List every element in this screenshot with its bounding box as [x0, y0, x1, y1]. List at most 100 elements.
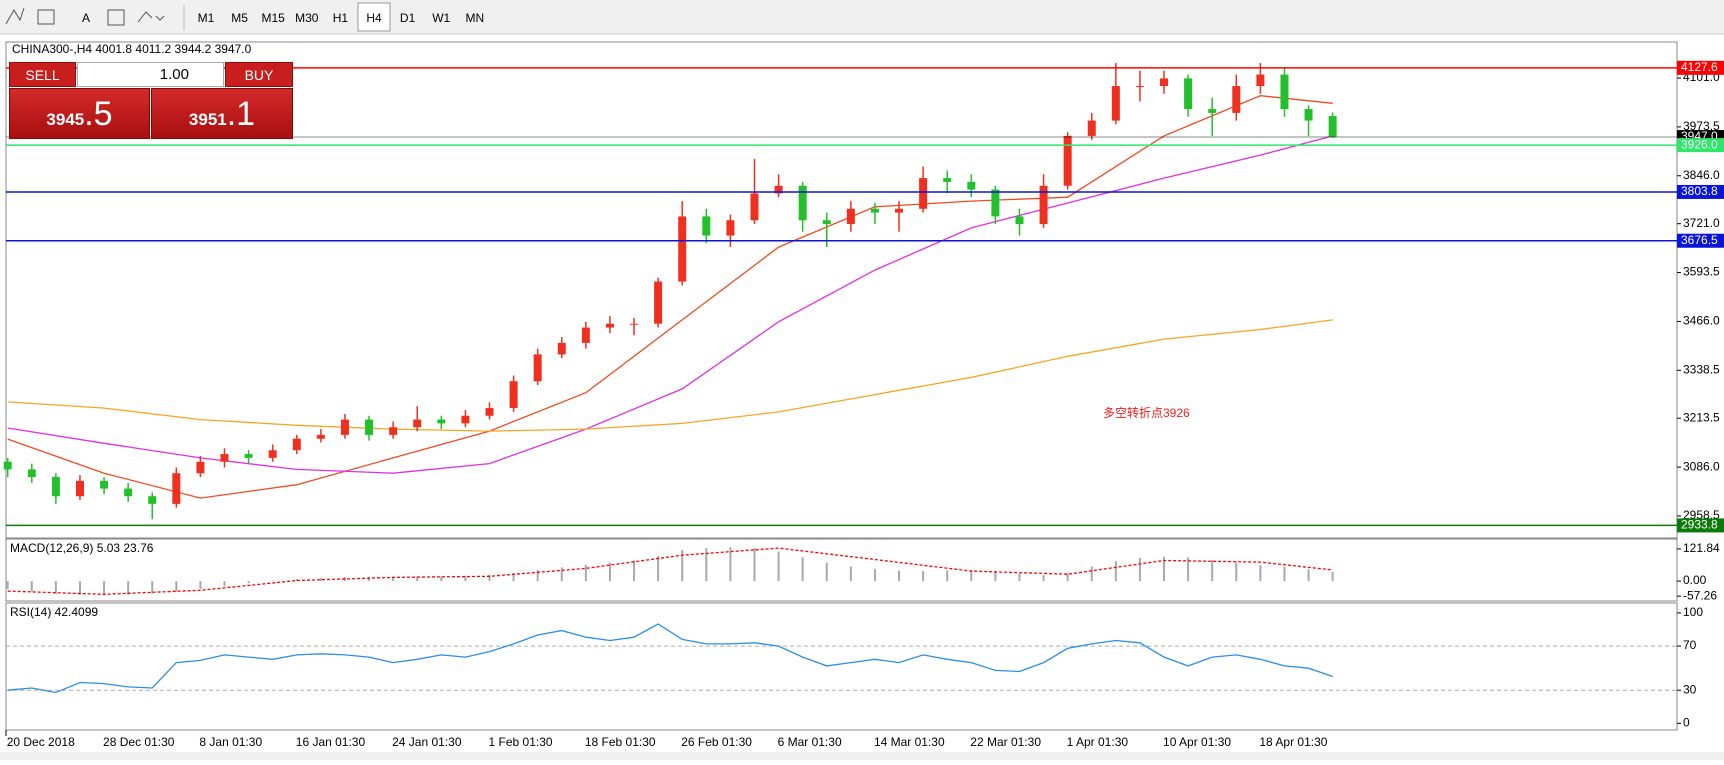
timeframe-button[interactable]: M30: [295, 11, 319, 25]
trade-ticket: SELL 1.00 BUY 3945.5 3951.1: [9, 62, 293, 139]
panel-title: CHINA300-,H4 4001.8 4011.2 3944.2 3947.0: [12, 42, 252, 56]
buy-button[interactable]: BUY: [225, 62, 293, 87]
candle-body: [895, 208, 904, 213]
timeframe-button[interactable]: M15: [262, 11, 286, 25]
x-tick-label: 1 Apr 01:30: [1067, 735, 1129, 749]
candle-body: [461, 415, 470, 424]
candle-body: [1160, 78, 1169, 87]
tool-icons: [5, 7, 165, 26]
candle-body: [1063, 135, 1072, 186]
x-tick-label: 10 Apr 01:30: [1163, 735, 1231, 749]
candle-body: [919, 178, 928, 209]
candle-body: [1184, 78, 1193, 110]
text-tool[interactable]: A: [82, 11, 90, 25]
icon-label[interactable]: [107, 9, 125, 26]
candle-body: [533, 354, 542, 382]
timeframe-button[interactable]: D1: [400, 11, 416, 25]
icon-grid[interactable]: [37, 9, 55, 25]
candle-body: [581, 327, 590, 343]
candle-body: [774, 185, 783, 194]
moving-average: [7, 95, 1333, 499]
candle-body: [870, 208, 879, 213]
moving-average: [7, 319, 1333, 432]
y-tick-label: 3846.0: [1683, 168, 1720, 182]
rsi-line: [7, 623, 1333, 694]
timeframe-button[interactable]: M5: [231, 11, 248, 25]
candle-body: [822, 220, 831, 225]
timeframe-button[interactable]: MN: [465, 11, 484, 25]
icon-lines[interactable]: [5, 7, 25, 25]
x-tick-label: 14 Mar 01:30: [874, 735, 945, 749]
candle-body: [100, 480, 109, 489]
candle-body: [1256, 74, 1265, 87]
level-label-bg: [1677, 233, 1724, 248]
candle-body: [750, 193, 759, 221]
candle-body: [124, 488, 133, 497]
y-tick-label: 3721.0: [1683, 216, 1720, 230]
x-tick-label: 18 Feb 01:30: [585, 735, 656, 749]
rsi-panel: [5, 602, 1678, 731]
level-label-bg: [1677, 60, 1724, 75]
buy-price[interactable]: 3951.1: [151, 88, 293, 139]
y-tick-label: 100: [1683, 605, 1703, 619]
y-tick-label: 3466.0: [1683, 314, 1720, 328]
y-tick-label: 3213.5: [1683, 410, 1720, 424]
candle-body: [605, 323, 614, 328]
panel-title: MACD(12,26,9) 5.03 23.76: [10, 541, 154, 555]
main-panel: [5, 41, 1678, 539]
level-label: 4127.6: [1681, 60, 1718, 74]
candle-body: [196, 461, 205, 474]
candle-body: [1280, 74, 1289, 110]
level-label: 3803.8: [1681, 184, 1718, 198]
sell-price-main: 3945: [46, 110, 85, 129]
x-tick-label: 6 Mar 01:30: [778, 735, 842, 749]
x-tick-label: 28 Dec 01:30: [103, 735, 175, 749]
x-tick-label: 22 Mar 01:30: [970, 735, 1041, 749]
buy-price-main: 3951: [188, 110, 227, 129]
annotation: 多空转折点3926: [1103, 405, 1190, 420]
y-tick-label: 0.00: [1683, 573, 1707, 587]
candle-body: [268, 450, 277, 458]
tab-bar: [0, 752, 1724, 760]
level-label-bg: [1677, 518, 1724, 533]
candle-body: [51, 477, 60, 497]
timeframe-button[interactable]: H4: [366, 11, 382, 25]
x-tick-label: 1 Feb 01:30: [489, 735, 553, 749]
candle-body: [1015, 216, 1024, 225]
y-tick-label: -57.26: [1683, 588, 1717, 602]
candle-body: [1135, 86, 1144, 88]
y-tick-label: 70: [1683, 638, 1697, 652]
candle-body: [1208, 109, 1217, 113]
timeframe-button[interactable]: W1: [432, 11, 450, 25]
candle-body: [702, 216, 711, 236]
moving-average: [7, 135, 1333, 474]
timeframe-button[interactable]: H1: [333, 11, 349, 25]
icon-shapes[interactable]: [137, 11, 165, 23]
candle-body: [1039, 185, 1048, 225]
signal-line: [7, 547, 1333, 595]
level-label: 2933.8: [1681, 518, 1718, 532]
candle-body: [340, 419, 349, 435]
buy-price-tail: .1: [226, 95, 256, 133]
x-tick-label: 26 Feb 01:30: [681, 735, 752, 749]
candle-body: [678, 216, 687, 282]
candle-body: [27, 469, 36, 478]
x-tick-label: 24 Jan 01:30: [392, 735, 462, 749]
toolbar: [0, 0, 1724, 34]
candle-body: [437, 419, 446, 424]
timeframe-button[interactable]: M1: [198, 11, 215, 25]
level-label-bg: [1677, 138, 1724, 153]
candle-body: [846, 208, 855, 225]
candle-body: [1111, 86, 1120, 121]
level-label: 3926.0: [1681, 137, 1718, 151]
candle-body: [630, 323, 639, 325]
lot-input[interactable]: 1.00: [77, 62, 224, 87]
sell-button[interactable]: SELL: [9, 62, 76, 87]
y-tick-label: 3086.0: [1683, 459, 1720, 473]
sell-price[interactable]: 3945.5: [9, 88, 150, 139]
y-tick-label: 121.84: [1683, 541, 1720, 555]
candle-body: [967, 181, 976, 190]
candle-body: [3, 461, 12, 470]
